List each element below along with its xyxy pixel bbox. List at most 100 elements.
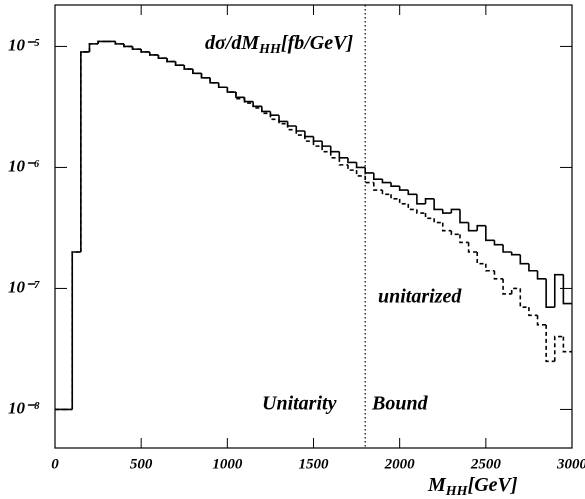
hist-step bbox=[243, 98, 254, 104]
hist-step bbox=[304, 131, 314, 138]
hist-step bbox=[398, 198, 409, 205]
hist-step bbox=[269, 111, 280, 117]
x-tick-label: 0 bbox=[51, 456, 59, 472]
hist-step bbox=[131, 46, 142, 50]
hist-step bbox=[217, 82, 228, 89]
hist-step bbox=[476, 224, 486, 231]
hist-step bbox=[545, 324, 555, 363]
hist-step bbox=[235, 92, 245, 99]
hist-step bbox=[278, 119, 288, 125]
hist-step bbox=[261, 107, 271, 115]
hist-step bbox=[519, 288, 529, 308]
hist-step bbox=[355, 170, 366, 177]
hist-step bbox=[536, 315, 547, 326]
hist-step bbox=[476, 252, 486, 265]
y-tick-label: 10⁻⁷ bbox=[8, 277, 40, 296]
hist-step bbox=[510, 287, 521, 294]
hist-step bbox=[433, 218, 443, 224]
hist-step bbox=[485, 225, 495, 242]
hist-step bbox=[329, 146, 340, 153]
x-label-unit: [GeV] bbox=[468, 474, 518, 496]
hist-step bbox=[519, 254, 529, 265]
hist-step bbox=[407, 190, 417, 196]
hist-step bbox=[390, 182, 400, 187]
hist-step bbox=[192, 69, 202, 75]
hist-step bbox=[441, 222, 452, 232]
hist-step bbox=[226, 87, 236, 93]
annotation: Unitarity bbox=[262, 393, 337, 415]
hist-step bbox=[441, 209, 452, 214]
hist-step bbox=[528, 263, 538, 272]
hist-step bbox=[467, 222, 478, 232]
hist-step bbox=[450, 230, 460, 236]
hist-step bbox=[347, 157, 357, 164]
hist-step bbox=[390, 194, 400, 200]
hist-step bbox=[286, 123, 297, 131]
hist-step bbox=[493, 270, 504, 280]
hist-step bbox=[502, 278, 512, 295]
hist-step bbox=[71, 251, 81, 410]
annotation: Bound bbox=[371, 393, 429, 415]
hist-step bbox=[510, 252, 521, 256]
hist-step bbox=[261, 106, 271, 113]
hist-step bbox=[80, 51, 90, 253]
x-axis-label: MHH[GeV] bbox=[427, 474, 518, 499]
hist-step bbox=[88, 43, 99, 52]
hist-step bbox=[545, 278, 555, 308]
hist-step bbox=[562, 274, 572, 305]
hist-step bbox=[347, 164, 357, 171]
hist-step bbox=[364, 167, 374, 174]
hist-step bbox=[209, 77, 219, 84]
x-tick-label: 1500 bbox=[299, 456, 330, 472]
hist-step bbox=[140, 49, 150, 53]
hist-step bbox=[295, 125, 305, 132]
hist-step bbox=[553, 273, 564, 308]
hist-step bbox=[424, 213, 435, 220]
hist-step bbox=[166, 58, 176, 63]
hist-step bbox=[114, 41, 124, 45]
y-tick-label: 10⁻⁶ bbox=[8, 156, 40, 175]
hist-step bbox=[321, 146, 331, 153]
hist-step bbox=[123, 43, 133, 48]
hist-step bbox=[493, 240, 504, 246]
hist-step bbox=[355, 162, 366, 169]
hist-step bbox=[88, 43, 99, 52]
hist-step bbox=[174, 61, 185, 66]
plot-frame bbox=[54, 4, 573, 449]
x-tick-label: 3000 bbox=[556, 456, 585, 472]
hist-step bbox=[416, 209, 426, 214]
x-label-main: M bbox=[427, 474, 447, 496]
hist-step bbox=[295, 129, 305, 136]
hist-step bbox=[312, 136, 323, 142]
hist-step bbox=[252, 103, 262, 109]
hist-step bbox=[235, 92, 245, 100]
hist-step bbox=[97, 40, 107, 44]
x-tick-label: 2500 bbox=[470, 456, 502, 472]
hist-step bbox=[304, 135, 314, 142]
hist-step bbox=[562, 336, 572, 353]
hist-step bbox=[381, 179, 392, 184]
hist-step bbox=[459, 234, 469, 244]
hist-step bbox=[243, 97, 254, 103]
hist-step bbox=[252, 101, 262, 108]
hist-step bbox=[485, 263, 495, 272]
title-sub: HH bbox=[258, 42, 282, 57]
x-label-sub: HH bbox=[445, 484, 469, 499]
hist-step bbox=[71, 251, 81, 410]
hist-step bbox=[373, 172, 383, 180]
hist-step bbox=[286, 121, 297, 127]
hist-step bbox=[338, 157, 348, 166]
hist-step bbox=[416, 194, 426, 205]
hist-step bbox=[312, 141, 323, 147]
hist-step bbox=[536, 270, 547, 280]
hist-step bbox=[329, 151, 340, 159]
hist-step bbox=[183, 65, 193, 70]
y-tick-label: 10⁻⁸ bbox=[8, 398, 40, 417]
hist-step bbox=[321, 141, 331, 147]
hist-step bbox=[200, 73, 211, 79]
x-tick-label: 500 bbox=[130, 456, 153, 472]
hist-step bbox=[467, 242, 478, 253]
hist-step bbox=[148, 51, 159, 56]
chart-title: dσ/dMHH[fb/GeV] bbox=[205, 32, 353, 58]
hist-step bbox=[269, 113, 280, 121]
